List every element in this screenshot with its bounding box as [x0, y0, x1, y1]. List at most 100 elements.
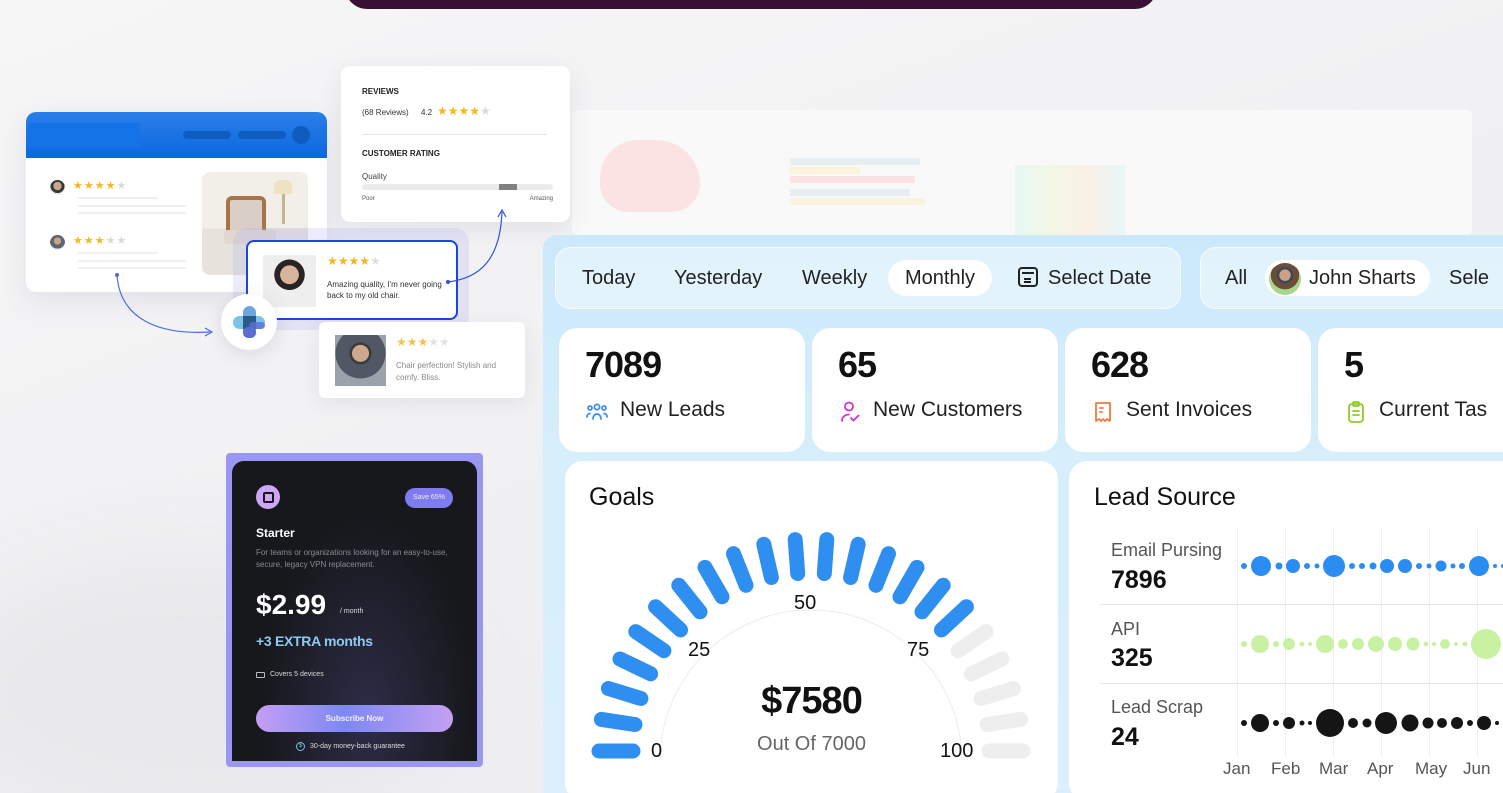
filter-user-john-sharts[interactable]: John Sharts	[1265, 260, 1430, 296]
data-dot	[1426, 563, 1431, 569]
tab-today[interactable]: Today	[582, 267, 636, 289]
mockup-header	[26, 112, 327, 158]
data-dot	[1451, 717, 1463, 729]
filter-all[interactable]: All	[1225, 267, 1248, 289]
gauge-segment	[726, 546, 754, 593]
data-dot	[1251, 714, 1269, 732]
text-placeholder	[78, 197, 158, 199]
data-dot	[1422, 717, 1433, 729]
divider	[1099, 604, 1503, 605]
tab-weekly[interactable]: Weekly	[802, 267, 868, 289]
gauge-segment	[648, 599, 688, 638]
plan-description: For teams or organizations looking for a…	[256, 548, 448, 569]
stat-card-current-tasks[interactable]: 5 Current Tas	[1318, 328, 1503, 452]
stat-label: Sent Invoices	[1126, 398, 1253, 421]
data-dot	[1308, 642, 1312, 646]
gauge-segment	[787, 532, 806, 581]
data-dot	[1368, 636, 1384, 652]
data-dot	[1432, 642, 1436, 646]
star-rating: ★★★★★	[73, 235, 128, 247]
user-check-icon	[841, 401, 860, 422]
data-dot	[1493, 564, 1497, 568]
mockup-nav-pill	[238, 131, 286, 139]
stat-value: 7089	[585, 344, 662, 385]
data-dot	[1406, 637, 1419, 651]
data-dot	[1462, 641, 1467, 647]
data-dot	[1286, 559, 1300, 573]
stat-card-new-leads[interactable]: 7089 New Leads	[559, 328, 805, 452]
data-dot	[1471, 629, 1501, 659]
divider	[362, 134, 547, 135]
gauge-tick-50: 50	[794, 592, 817, 614]
goals-gauge	[591, 532, 1031, 762]
gridline	[1237, 527, 1238, 757]
data-dot	[1401, 714, 1418, 732]
devices-feature: Covers 5 devices	[256, 671, 324, 678]
filter-select[interactable]: Sele	[1449, 267, 1490, 289]
data-dot	[1469, 556, 1489, 576]
plan-title: Starter	[256, 526, 295, 540]
data-dot	[1437, 718, 1447, 728]
divider	[1099, 683, 1503, 684]
data-dot	[1241, 563, 1247, 569]
stat-card-sent-invoices[interactable]: 628 Sent Invoices	[1065, 328, 1311, 452]
source-value: 325	[1111, 644, 1153, 672]
source-label: Lead Scrap	[1111, 697, 1204, 717]
reviewer-photo	[263, 255, 316, 307]
data-dot	[1304, 563, 1310, 569]
data-dot	[1423, 641, 1428, 647]
lead-source-panel: Lead Source Email Pursing 7896 API 325 L…	[1069, 461, 1503, 793]
gauge-segment	[697, 559, 730, 605]
reviews-title: REVIEWS	[362, 87, 399, 96]
month-label: Apr	[1367, 759, 1394, 778]
gauge-segment	[756, 536, 779, 585]
extra-months: +3 EXTRA months	[256, 633, 373, 649]
text-placeholder	[78, 260, 186, 262]
slider-knob	[499, 184, 517, 190]
gauge-segment	[892, 559, 925, 605]
plan-icon	[256, 485, 280, 509]
data-dot	[1316, 709, 1344, 737]
mini-review: ★★★★★	[40, 174, 190, 220]
lead-source-title: Lead Source	[1094, 483, 1236, 511]
customer-rating-title: CUSTOMER RATING	[362, 149, 440, 158]
select-date-label: Select Date	[1048, 267, 1152, 289]
stat-label: Current Tas	[1379, 398, 1488, 421]
data-dot	[1338, 639, 1348, 649]
subscribe-button[interactable]: Subscribe Now	[256, 705, 453, 732]
tab-yesterday[interactable]: Yesterday	[674, 267, 763, 289]
month-label: Jan	[1223, 759, 1251, 778]
data-dot	[1352, 638, 1364, 650]
top-banner-bar	[345, 0, 1157, 9]
data-dot	[1450, 563, 1455, 569]
scale-high-label: Amazing	[529, 196, 553, 202]
stat-value: 5	[1344, 344, 1364, 385]
laptop-icon	[256, 671, 265, 678]
star-rating: ★★★★★	[437, 104, 491, 118]
review-text: Amazing quality, I'm never going back to…	[327, 280, 442, 300]
reviewer-photo	[335, 335, 386, 386]
stat-card-new-customers[interactable]: 65 New Customers	[812, 328, 1058, 452]
background-cloud-shape	[600, 140, 700, 212]
gauge-segment	[628, 624, 672, 659]
gauge-segment	[612, 651, 659, 682]
data-dot	[1398, 559, 1412, 573]
mockup-avatar	[292, 126, 310, 144]
pricing-card-frame: Save 65% Starter For teams or organizati…	[226, 453, 483, 767]
user-name: John Sharts	[1309, 267, 1416, 289]
clipboard-icon	[1348, 401, 1364, 423]
data-dot	[1501, 564, 1503, 568]
data-dot	[1380, 559, 1394, 573]
star-rating: ★★★★★	[327, 254, 381, 268]
data-dot	[1299, 641, 1304, 647]
quality-slider	[362, 184, 553, 190]
mockup-nav-pill	[183, 131, 231, 139]
data-dot	[1375, 712, 1397, 734]
stat-label: New Leads	[620, 398, 726, 421]
select-date-button[interactable]: Select Date	[1006, 260, 1163, 296]
tab-monthly[interactable]: Monthly	[888, 260, 993, 296]
text-placeholder	[78, 205, 186, 207]
goals-panel: Goals 0 25 50 75 100 $7580 Out Of 7000	[565, 461, 1058, 793]
data-dot	[1251, 635, 1269, 653]
calendar-icon	[1018, 267, 1038, 287]
